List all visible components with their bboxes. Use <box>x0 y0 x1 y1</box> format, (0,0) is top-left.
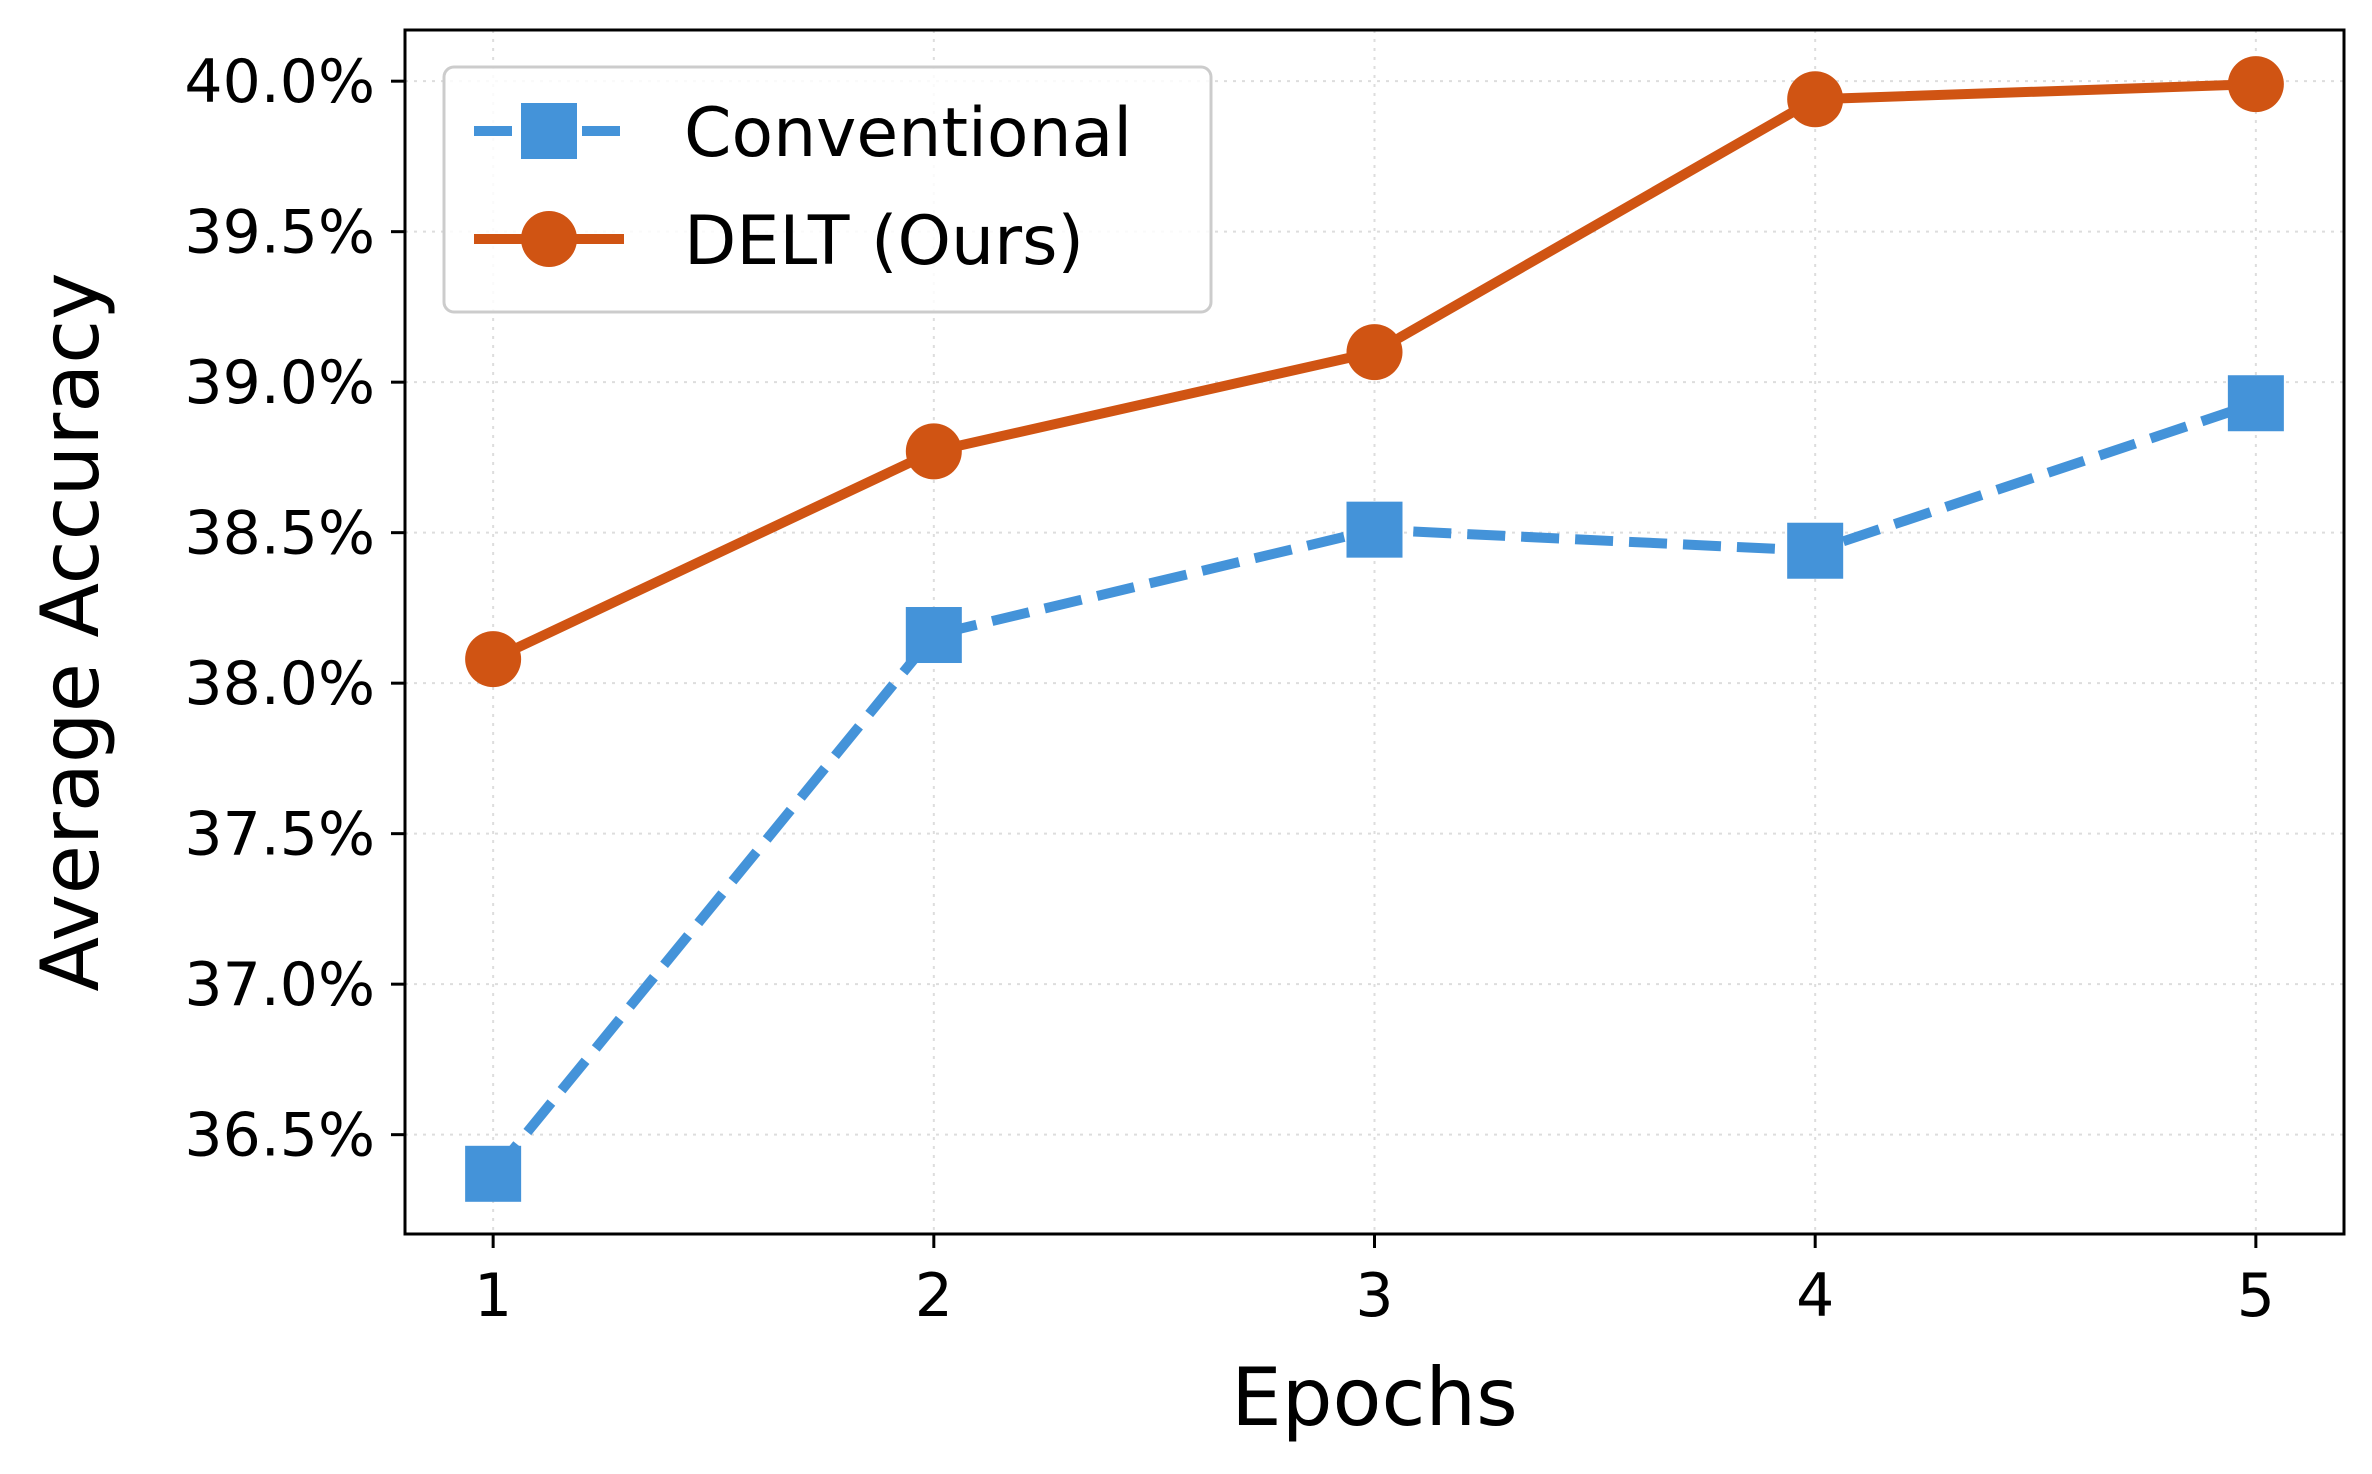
legend-marker <box>521 211 577 267</box>
legend-marker <box>521 103 577 159</box>
series-delt <box>465 56 2284 688</box>
x-tick-label: 1 <box>474 1261 512 1331</box>
legend-item: Conventional <box>474 94 1132 173</box>
legend-label: DELT (Ours) <box>684 202 1084 281</box>
y-tick-label: 37.0% <box>184 950 375 1020</box>
data-point <box>905 607 962 664</box>
data-point <box>2227 375 2284 432</box>
legend-box <box>442 65 1213 314</box>
legend-item: DELT (Ours) <box>474 202 1084 281</box>
data-point <box>1346 324 1403 381</box>
y-tick-label: 38.5% <box>184 499 375 569</box>
data-point <box>465 1145 522 1202</box>
x-tick-label: 3 <box>1355 1261 1393 1331</box>
data-point <box>1346 501 1403 558</box>
y-tick-label: 39.0% <box>184 348 375 418</box>
y-tick-label: 37.5% <box>184 800 375 870</box>
series-conventional <box>465 375 2284 1202</box>
axis-ticks: 36.5% 37.0% 37.5% 38.0% 38.5% 39.0% 39.5% 40.0%… <box>184 47 2275 1331</box>
y-tick-label: 40.0% <box>184 47 375 117</box>
y-tick-label: 36.5% <box>184 1101 375 1171</box>
x-tick-label: 5 <box>2237 1261 2275 1331</box>
data-point <box>1787 522 1844 579</box>
data-point <box>465 631 522 688</box>
data-point <box>1787 71 1844 128</box>
y-tick-label: 38.0% <box>184 649 375 719</box>
y-axis-title: Average Accuracy <box>24 272 117 991</box>
y-tick-label: 39.5% <box>184 198 375 268</box>
legend-label: Conventional <box>684 94 1132 173</box>
x-tick-label: 4 <box>1796 1261 1834 1331</box>
series-layer <box>465 56 2284 1202</box>
x-axis-title: Epochs <box>1231 1351 1518 1444</box>
data-point <box>2227 56 2284 113</box>
legend: Conventional DELT (Ours) <box>442 65 1213 314</box>
data-point <box>905 423 962 480</box>
x-tick-label: 2 <box>915 1261 953 1331</box>
